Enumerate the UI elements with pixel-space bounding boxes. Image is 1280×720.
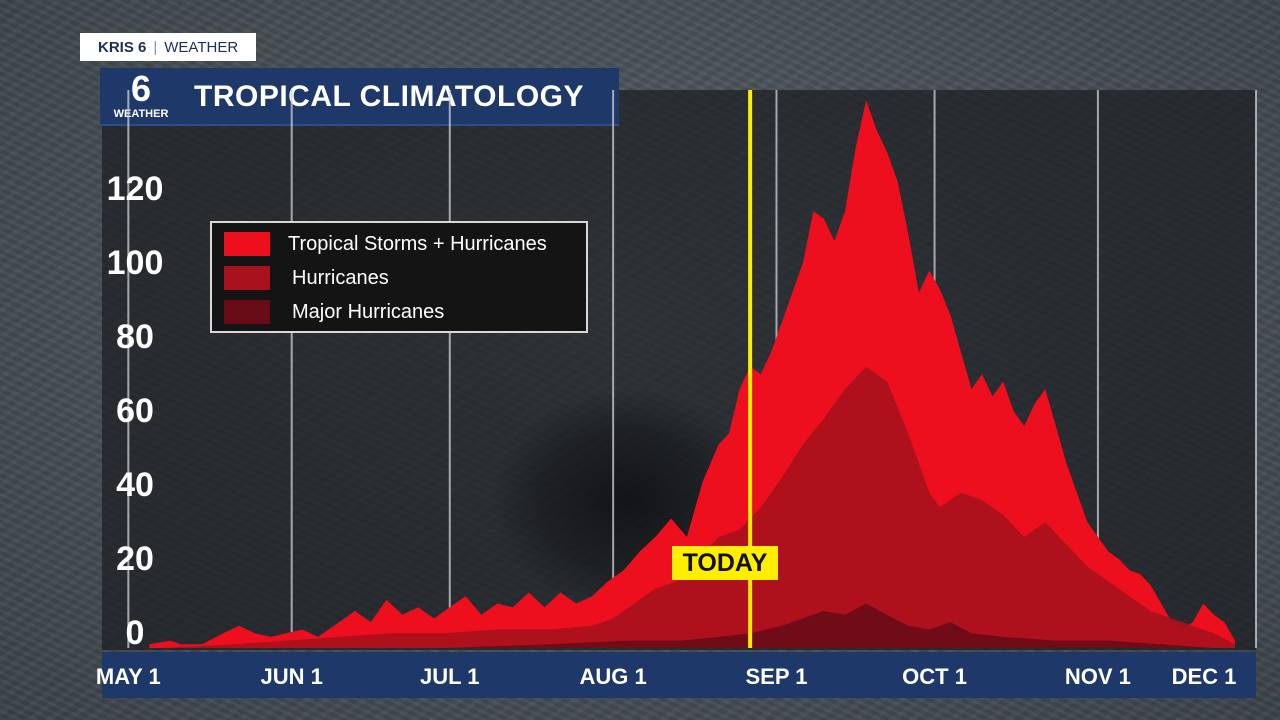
- x-tick-label-6: NOV 1: [1065, 664, 1131, 689]
- x-axis-bar: [102, 652, 1256, 698]
- section-name: WEATHER: [164, 38, 239, 56]
- y-tick-layer: 0 20 40 60 80 100 120: [107, 170, 164, 652]
- y-tick-label-3: 60: [116, 392, 154, 430]
- brand-tag: KRIS 6 | WEATHER: [80, 33, 256, 61]
- legend-swatch-hurricanes: [224, 266, 270, 290]
- title-bar: 6 WEATHER TROPICAL CLIMATOLOGY: [100, 68, 619, 126]
- series-area-major-hurricanes: [286, 603, 1214, 648]
- station-name: KRIS 6: [98, 38, 147, 56]
- legend-label-hurricanes: Hurricanes: [292, 267, 389, 289]
- x-tick-label-5: OCT 1: [902, 664, 967, 689]
- x-tick-label-1: JUN 1: [261, 664, 323, 689]
- x-tick-label-0: MAY 1: [96, 664, 161, 689]
- y-tick-label-0: 0: [126, 614, 145, 652]
- area-layer: [149, 100, 1235, 648]
- y-tick-label-1: 20: [116, 540, 154, 578]
- legend-item-major-hurricanes: Major Hurricanes: [224, 299, 580, 325]
- legend-item-tropical-storms: Tropical Storms + Hurricanes: [224, 231, 580, 257]
- y-tick-label-6: 120: [107, 170, 164, 208]
- x-tick-label-4: SEP 1: [745, 664, 807, 689]
- legend-label-tropical-storms: Tropical Storms + Hurricanes: [288, 233, 547, 255]
- today-label: TODAY: [672, 546, 778, 580]
- x-tick-label-2: JUL 1: [420, 664, 480, 689]
- x-tick-layer: MAY 1 JUN 1 JUL 1 AUG 1 SEP 1 OCT 1 NOV 1 DEC 1: [96, 664, 1236, 689]
- station-logo: 6 WEATHER: [108, 70, 174, 124]
- x-tick-label-7: DEC 1: [1172, 664, 1237, 689]
- legend: Tropical Storms + Hurricanes Hurricanes …: [210, 221, 588, 333]
- y-tick-label-2: 40: [116, 466, 154, 504]
- brand-divider: |: [153, 38, 158, 56]
- page-title: TROPICAL CLIMATOLOGY: [194, 80, 584, 113]
- grid-layer: [127, 90, 1257, 648]
- y-tick-label-4: 80: [116, 318, 154, 356]
- legend-swatch-tropical-storms: [224, 232, 270, 256]
- legend-label-major-hurricanes: Major Hurricanes: [292, 301, 445, 323]
- logo-number: 6: [130, 68, 152, 109]
- y-tick-label-5: 100: [107, 244, 164, 282]
- legend-item-hurricanes: Hurricanes: [224, 265, 580, 291]
- x-tick-label-3: AUG 1: [580, 664, 647, 689]
- series-area-hurricanes: [160, 366, 1235, 648]
- legend-swatch-major-hurricanes: [224, 300, 270, 324]
- logo-label: WEATHER: [113, 108, 169, 120]
